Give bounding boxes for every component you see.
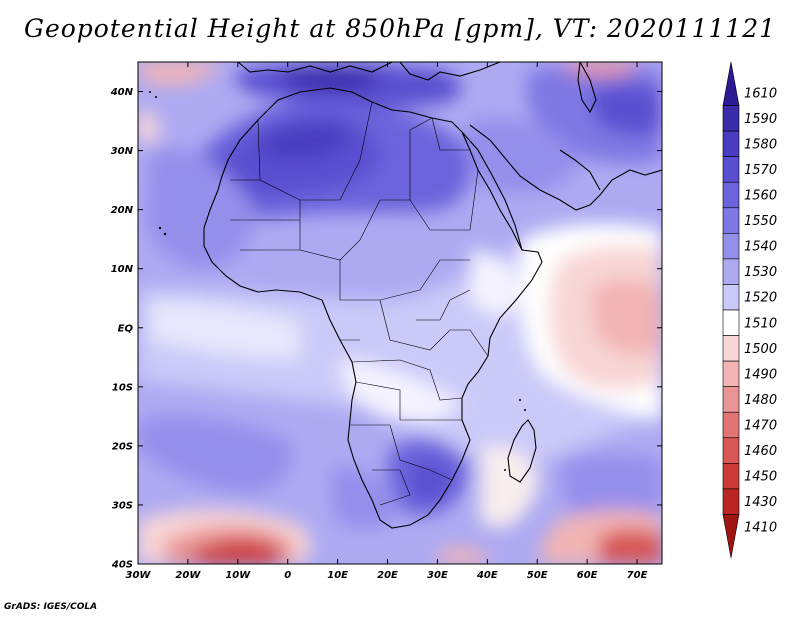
field-channel-light <box>480 446 540 528</box>
lon-tick-label: 10E <box>327 570 348 581</box>
field-arabia-1540 <box>465 117 580 194</box>
colorbar-label: 1450 <box>744 470 777 485</box>
madagascar-coastline <box>507 419 537 483</box>
lat-tick-label: 30N <box>111 146 134 157</box>
lat-tick-label: 30S <box>112 500 133 511</box>
lat-tick-label: 10N <box>111 264 134 275</box>
europe-coastline <box>237 62 501 81</box>
colorbar-swatch <box>722 105 740 132</box>
country-borders <box>230 101 489 506</box>
colorbar-label: 1590 <box>744 112 777 127</box>
colorbar-swatch <box>722 130 740 157</box>
colorbar-label: 1570 <box>744 163 777 178</box>
colorbar-swatch <box>722 437 740 464</box>
colorbar-swatch <box>722 233 740 260</box>
lon-tick-label: 20W <box>175 570 201 581</box>
field-southlow-1450 <box>190 539 280 564</box>
colorbar-label: 1490 <box>744 367 777 382</box>
lon-tick-label: 70E <box>627 570 648 581</box>
colorbar-swatch <box>722 360 740 387</box>
colorbar-label: 1580 <box>744 137 777 152</box>
colorbar-label: 1500 <box>744 342 777 357</box>
colorbar-swatch <box>722 463 740 490</box>
field-indian-ocean-1490 <box>590 278 662 355</box>
map-frame <box>137 61 663 565</box>
colorbar-label: 1520 <box>744 291 777 306</box>
islands <box>149 91 526 471</box>
redsea-coast <box>461 131 523 251</box>
colorbar-swatch <box>722 258 740 285</box>
field-mideast-1570 <box>590 84 662 136</box>
field-selow-1460 <box>598 529 662 564</box>
colorbar-label: 1480 <box>744 393 777 408</box>
colorbar-swatch <box>722 284 740 311</box>
field-west-edge-1500 <box>138 109 160 144</box>
colorbar-label: 1530 <box>744 265 777 280</box>
colorbar: 1610 1590 1580 1570 1560 1550 1540 1530 1520 1510… <box>722 61 777 559</box>
colorbar-swatch <box>722 411 740 439</box>
caspian <box>577 62 597 114</box>
lat-tick-label: 20S <box>112 441 133 452</box>
colorbar-label: 1460 <box>744 444 777 459</box>
colorbar-swatch <box>722 156 740 183</box>
arabia-coastline <box>469 124 662 211</box>
colorbar-swatch <box>722 335 740 362</box>
lat-tick-label: EQ <box>118 323 134 334</box>
colorbar-label: 1470 <box>744 419 777 434</box>
field-sahara-1580 <box>259 122 350 160</box>
field-atlantic-light <box>150 300 300 360</box>
colorbar-label: 1550 <box>744 214 777 229</box>
colorbar-swatch <box>722 207 740 234</box>
persian-gulf <box>559 149 601 191</box>
colorbar-label: 1540 <box>744 240 777 255</box>
lon-tick-label: 30E <box>427 570 448 581</box>
field-horn-light <box>470 250 520 315</box>
colorbar-label: 1610 <box>744 86 777 101</box>
lon-tick-label: 50E <box>527 570 548 581</box>
lon-tick-label: 0 <box>284 570 291 581</box>
colorbar-swatch <box>722 61 740 106</box>
colorbar-label: 1560 <box>744 189 777 204</box>
chart-title: Geopotential Height at 850hPa [gpm], VT:… <box>23 14 777 43</box>
colorbar-swatch <box>722 488 740 515</box>
colorbar-label: 1410 <box>744 521 777 536</box>
colorbar-swatch <box>722 514 740 559</box>
colorbar-swatch <box>722 386 740 413</box>
lon-tick-label: 30W <box>126 570 152 581</box>
credit-label: GrADS: IGES/COLA <box>4 602 98 612</box>
lat-tick-label: 40N <box>110 87 134 98</box>
field-nwcorner-1490 <box>138 62 220 85</box>
lon-tick-label: 20E <box>377 570 398 581</box>
colorbar-label: 1510 <box>744 316 777 331</box>
height-field <box>138 62 662 564</box>
field-westafrica-1540 <box>145 147 253 270</box>
field-southafrica-1570 <box>410 461 452 501</box>
lon-tick-label: 60E <box>577 570 598 581</box>
field-satlantic-1540 <box>138 416 292 493</box>
lon-tick-label: 40E <box>476 570 498 581</box>
field-south-1540 <box>330 467 400 529</box>
field-med-1590 <box>279 68 380 91</box>
lon-tick-label: 10W <box>225 570 251 581</box>
colorbar-label: 1430 <box>744 495 777 510</box>
coastlines <box>203 62 662 529</box>
field-sindian-1540 <box>560 454 662 525</box>
lat-tick-label: 10S <box>112 382 133 393</box>
colorbar-swatch <box>722 181 740 209</box>
field-slow-1490 <box>440 547 490 564</box>
lat-tick-label: 20N <box>111 205 134 216</box>
colorbar-swatch <box>722 309 740 336</box>
lat-tick-label: 40S <box>111 560 133 571</box>
